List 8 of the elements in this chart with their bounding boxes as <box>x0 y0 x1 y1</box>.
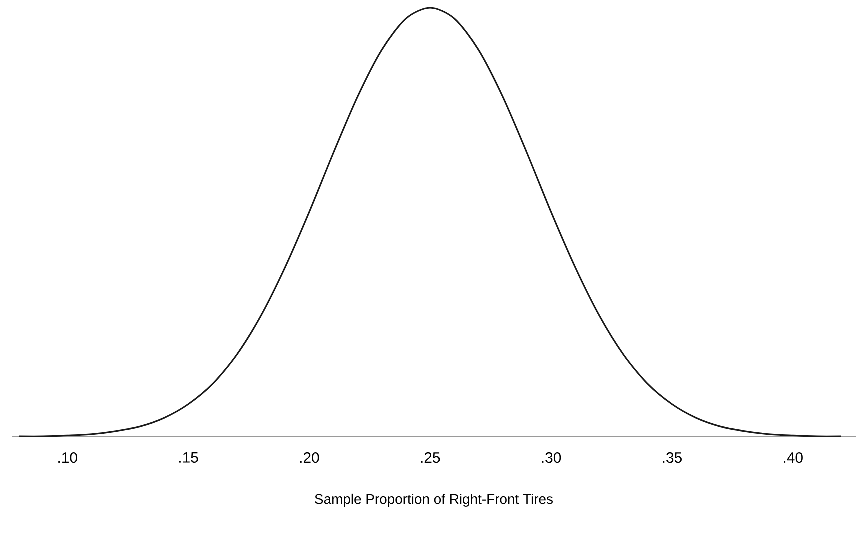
x-tick-label: .30 <box>542 452 562 464</box>
x-axis-title: Sample Proportion of Right-Front Tires <box>315 494 553 507</box>
x-tick-label: .20 <box>300 452 320 464</box>
x-tick-label: .25 <box>421 452 440 464</box>
x-tick-label: .10 <box>58 452 78 464</box>
x-tick-label: .35 <box>663 452 682 464</box>
x-tick-label: .15 <box>180 452 198 463</box>
x-tick-label: .40 <box>784 452 803 464</box>
